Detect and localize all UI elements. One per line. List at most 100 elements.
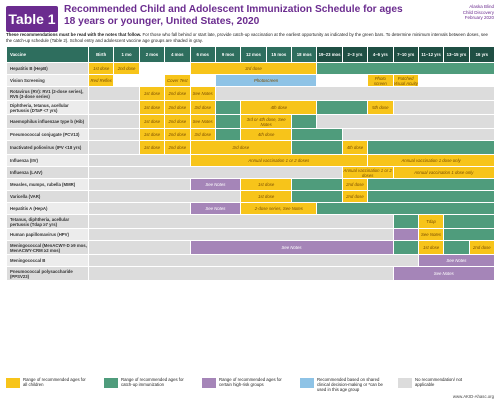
schedule-body: Hepatitis B (HepB) 1st dose 2nd dose 3rd do… xyxy=(6,62,496,281)
schedule-cell xyxy=(88,140,140,155)
dose-label: Annual vaccination 1 or 2 doses xyxy=(248,158,310,163)
schedule-bar: 2nd dose xyxy=(164,100,191,115)
dose-label: Annual vaccination 1 dose only xyxy=(414,170,474,175)
vaccine-name: Varicella (VAR) xyxy=(6,190,89,203)
schedule-cell xyxy=(291,190,343,203)
table-row: Influenza (IIV) Annual vaccination 1 or 2… xyxy=(6,154,495,167)
schedule-cell xyxy=(87,190,242,203)
schedule-bar: 1st dose xyxy=(138,140,166,155)
schedule-cell xyxy=(316,62,495,75)
schedule-bar: 3rd dose xyxy=(189,128,216,141)
schedule-bar: See Notes xyxy=(189,86,216,101)
schedule-cell xyxy=(443,228,495,241)
schedule-cell xyxy=(88,166,343,179)
column-header: 4–6 yrs xyxy=(367,46,394,63)
column-header: 7–10 yrs xyxy=(392,46,419,63)
column-header: 6 mos xyxy=(189,46,216,63)
column-header: Birth xyxy=(87,46,115,63)
legend-label: No recommendation/ not applicable xyxy=(415,377,463,387)
dose-label: 4th dose xyxy=(270,105,288,110)
schedule-bar: See Notes xyxy=(189,240,394,255)
dose-label: 2nd dose xyxy=(346,194,364,199)
schedule-bar: 3rd dose xyxy=(189,140,292,155)
schedule-bar: 2nd dose xyxy=(341,178,369,191)
schedule-cell xyxy=(214,114,242,129)
vaccine-name: Vision Screening xyxy=(6,74,89,87)
schedule-bar: 2nd dose xyxy=(164,86,191,101)
dose-label: See Notes xyxy=(192,91,213,96)
vaccine-name: Meningococcal (MenACWY-D ≥9 mos, MenACWY… xyxy=(6,240,89,255)
schedule-bar: Annual vaccination 1 or 2 doses xyxy=(341,166,394,179)
column-header-vaccine: Vaccine xyxy=(6,46,89,63)
dose-label: 2nd dose xyxy=(117,66,136,71)
schedule-cell xyxy=(88,228,394,241)
table-row: Meningococcal (MenACWY-D ≥9 mos, MenACWY… xyxy=(6,240,496,255)
schedule-cell xyxy=(316,202,495,215)
schedule-bar: 2nd dose xyxy=(164,114,191,129)
schedule-cell xyxy=(214,86,496,101)
legend-swatch xyxy=(202,378,216,388)
schedule-bar: Annual vaccination 1 dose only xyxy=(367,154,495,167)
dose-label: 3rd or 4th dose, See Notes xyxy=(246,116,286,127)
schedule-cell xyxy=(316,74,369,87)
dose-label: 1st dose xyxy=(93,66,110,71)
schedule-cell xyxy=(88,128,140,141)
schedule-bar: 2nd dose xyxy=(113,62,140,75)
header-meta-line: Alaska Blind xyxy=(469,4,494,9)
schedule-bar: 4th dose xyxy=(240,100,318,115)
dose-label: 2nd dose xyxy=(168,145,187,150)
table-row: Human papillomavirus (HPV) See Notes xyxy=(6,228,495,241)
schedule-bar: 2nd dose xyxy=(164,128,191,141)
schedule-bar: 1st dose xyxy=(138,86,166,101)
column-header: 9 mos xyxy=(214,46,242,63)
table-row: Hepatitis A (HepA) See Notes 2-dose series… xyxy=(6,202,495,215)
table-row: Pneumococcal polysaccharide (PPSV23) See … xyxy=(6,266,495,281)
dose-label: Annual vaccination 1 dose only xyxy=(401,158,461,163)
column-header: 2 mos xyxy=(138,46,166,63)
column-header: 1 mo xyxy=(113,46,140,63)
schedule-bar: Annual vaccination 1 dose only xyxy=(392,166,495,179)
dose-label: Cover Test xyxy=(167,78,188,83)
schedule-bar: See Notes xyxy=(417,254,496,267)
table-row: Measles, mumps, rubella (MMR) See Notes 1s… xyxy=(6,178,495,191)
table-row: Vision Screening Red Reflex Cover Test Phot… xyxy=(6,74,496,87)
legend-label: Recommended based on shared clinical dec… xyxy=(317,377,383,392)
schedule-bar: Annual vaccination 1 or 2 doses xyxy=(189,154,369,167)
dose-label: See Notes xyxy=(421,232,442,237)
legend-swatch xyxy=(6,378,20,388)
column-header: 2–3 yrs xyxy=(341,46,369,63)
dose-label: 2nd dose xyxy=(168,132,187,137)
header-meta-line: Child Discovery xyxy=(462,9,494,15)
dose-label: 2nd dose xyxy=(346,182,364,187)
dose-label: See Notes xyxy=(281,245,302,250)
vaccine-name: Human papillomavirus (HPV) xyxy=(6,228,89,241)
table-row: Haemophilus influenzae type b (Hib) 1st d… xyxy=(6,114,495,129)
schedule-bar: Red Reflex xyxy=(87,74,115,87)
vaccine-name: Influenza (LAIV) xyxy=(6,166,89,179)
schedule-cell xyxy=(291,140,343,155)
schedule-cell xyxy=(316,100,369,115)
schedule-cell xyxy=(316,114,495,129)
table-row: Hepatitis B (HepB) 1st dose 2nd dose 3rd do… xyxy=(6,62,495,75)
dose-label: Photo screen xyxy=(373,75,387,86)
schedule-cell xyxy=(290,114,318,129)
vaccine-name: Pneumococcal polysaccharide (PPSV23) xyxy=(6,266,89,281)
table-badge: Table 1 xyxy=(6,6,58,32)
schedule-cell xyxy=(392,100,495,115)
legend-label: Range of recommended ages for all childr… xyxy=(23,377,86,387)
dose-label: See Notes xyxy=(192,119,213,124)
table-row: Pneumococcal conjugate (PCV13) 1st dose 2n… xyxy=(6,128,496,141)
schedule-cell xyxy=(367,190,495,203)
vaccine-name: Pneumococcal conjugate (PCV13) xyxy=(6,128,89,141)
table-row: Influenza (LAIV) Annual vaccination 1 or … xyxy=(6,166,495,179)
schedule-cell xyxy=(392,228,419,241)
schedule-bar: Cover Test xyxy=(164,74,191,87)
schedule-bar: See Notes xyxy=(392,266,495,281)
vaccine-name: Meningococcal B xyxy=(6,254,89,267)
page-title: Recommended Child and Adolescent Immuniz… xyxy=(64,4,403,27)
legend-label: Range of recommended ages for catch-up i… xyxy=(121,377,184,387)
schedule-bar: 1st dose xyxy=(240,178,292,191)
footer-url[interactable]: www.AKID-Ahasc.org xyxy=(452,394,494,399)
column-header: 4 mos xyxy=(164,46,191,63)
table-row: Inactivated poliovirus (IPV <18 yrs) 1st … xyxy=(6,140,495,155)
